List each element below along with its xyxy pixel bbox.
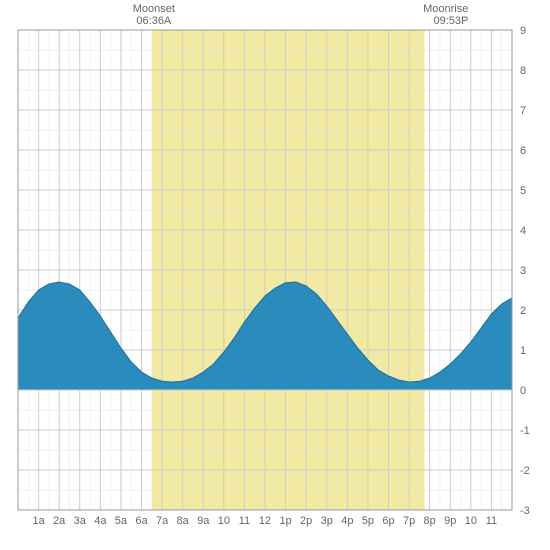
x-tick-label: 9p [444,515,456,527]
y-tick-label: 4 [520,225,526,237]
x-tick-label: 4a [94,515,107,527]
y-tick-label: -3 [520,505,530,517]
y-tick-label: 6 [520,145,526,157]
x-tick-label: 3p [321,515,333,527]
x-tick-label: 2a [53,515,66,527]
y-tick-label: 3 [520,265,526,277]
x-tick-label: 6a [135,515,148,527]
moonset-title: Moonset [133,3,175,15]
moonrise-time: 09:53P [433,15,468,27]
moonset-time: 06:36A [136,15,172,27]
y-tick-label: 2 [520,305,526,317]
x-tick-label: 7p [403,515,415,527]
moonrise-title: Moonrise [423,3,468,15]
chart-svg: 1a2a3a4a5a6a7a8a9a1011121p2p3p4p5p6p7p8p… [0,0,550,550]
y-tick-label: 0 [520,385,526,397]
y-tick-label: 8 [520,65,526,77]
y-tick-label: -2 [520,465,530,477]
x-tick-label: 11 [239,515,250,527]
x-tick-label: 10 [218,515,230,527]
y-tick-label: 9 [520,25,526,37]
x-tick-label: 12 [259,515,271,527]
x-tick-label: 3a [74,515,87,527]
x-tick-label: 1a [32,515,45,527]
x-tick-label: 8p [424,515,436,527]
y-tick-label: 1 [520,345,526,357]
x-tick-label: 9a [197,515,210,527]
x-tick-label: 4p [341,515,353,527]
y-tick-label: -1 [520,425,530,437]
x-tick-label: 6p [382,515,394,527]
y-tick-label: 7 [520,105,526,117]
x-tick-label: 5a [115,515,128,527]
x-tick-label: 7a [156,515,169,527]
x-tick-label: 8a [177,515,190,527]
x-tick-label: 11 [486,515,497,527]
x-tick-label: 2p [300,515,312,527]
x-tick-label: 5p [362,515,374,527]
x-tick-label: 10 [465,515,477,527]
y-tick-label: 5 [520,185,526,197]
tide-chart: 1a2a3a4a5a6a7a8a9a1011121p2p3p4p5p6p7p8p… [0,0,550,550]
x-tick-label: 1p [279,515,291,527]
